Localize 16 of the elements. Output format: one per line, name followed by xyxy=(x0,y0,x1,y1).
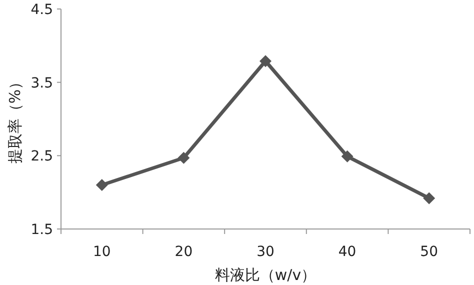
y-tick-label: 3.5 xyxy=(30,75,53,92)
x-tick-label: 30 xyxy=(256,244,274,260)
x-axis-title: 料液比（w/v） xyxy=(214,266,316,284)
point xyxy=(341,150,354,162)
x-tick-label: 20 xyxy=(174,244,193,260)
x-tick-label: 40 xyxy=(338,244,356,260)
y-axis-title: 提取率（%） xyxy=(6,74,24,164)
point xyxy=(260,55,272,68)
point xyxy=(423,192,436,204)
y-tick-label: 2.5 xyxy=(30,148,53,165)
y-tick-label: 1.5 xyxy=(30,222,53,238)
y-tick-label: 4.5 xyxy=(30,2,53,18)
point xyxy=(96,179,108,191)
point xyxy=(178,152,190,164)
x-tick-label: 10 xyxy=(92,244,111,260)
x-tick-label: 50 xyxy=(420,244,438,260)
